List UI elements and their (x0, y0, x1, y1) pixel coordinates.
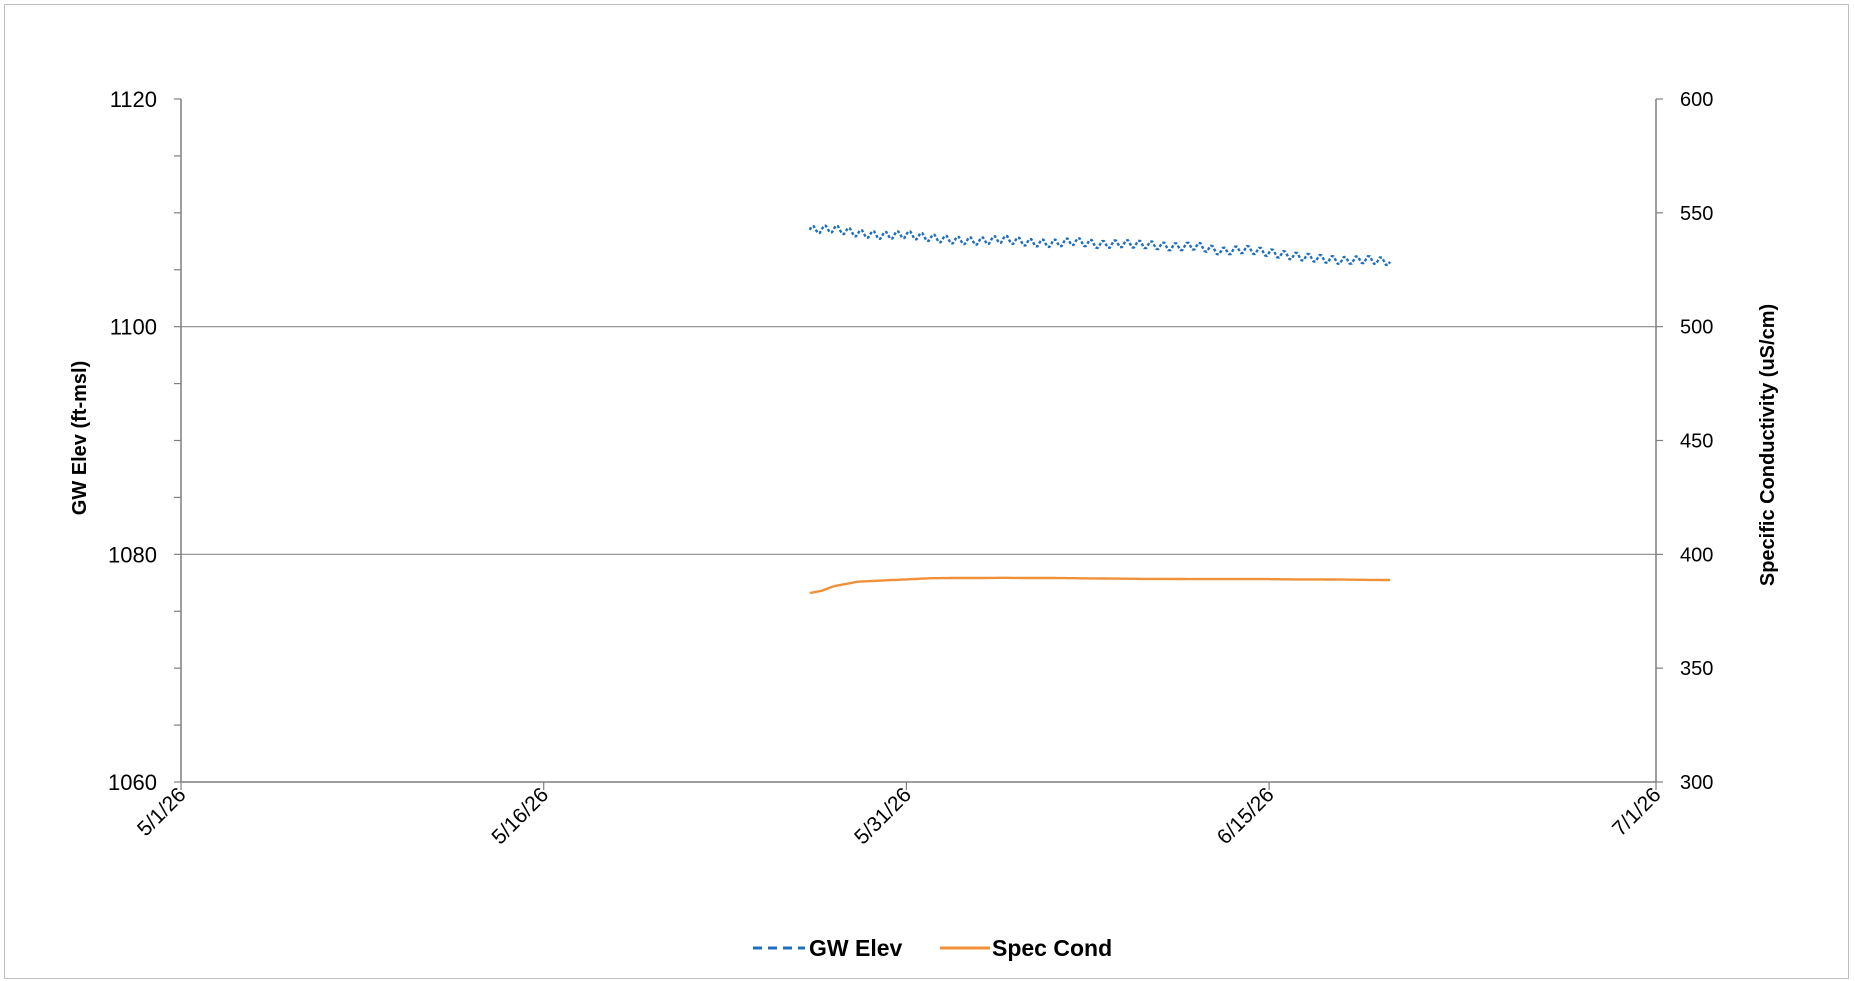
y-left-tick-label: 1060 (108, 770, 157, 795)
axes (174, 98, 1663, 790)
x-tick-label: 6/15/26 (1213, 783, 1279, 849)
legend: GW Elev Spec Cond (753, 935, 1112, 961)
y-left-tick-label: 1100 (110, 315, 157, 340)
series-line-gw-elev (808, 224, 1392, 267)
x-tick-label: 5/16/26 (487, 783, 553, 849)
tick-labels: 1060 1080 1100 1120 300 350 400 450 500 550 600 5/1… (108, 87, 1713, 849)
y-right-tick-label: 350 (1680, 658, 1713, 680)
x-tick-label: 7/1/26 (1608, 783, 1666, 841)
x-tick-label: 5/31/26 (850, 783, 916, 849)
y-left-tick-label: 1120 (110, 87, 157, 112)
gridlines (181, 326, 1656, 555)
y-axis-right-title: Specific Conductivity (uS/cm) (1757, 304, 1779, 586)
y-right-tick-label: 300 (1680, 772, 1713, 794)
legend-gw-elev-label: GW Elev (809, 935, 903, 961)
y-right-tick-label: 500 (1680, 317, 1713, 339)
series-line-spec-cond (809, 576, 1391, 595)
y-right-tick-label: 600 (1680, 89, 1713, 111)
y-right-tick-label: 550 (1680, 203, 1713, 225)
y-right-tick-label: 450 (1680, 431, 1713, 453)
legend-spec-cond-label: Spec Cond (992, 935, 1112, 961)
y-right-tick-label: 400 (1680, 544, 1713, 566)
chart-frame (4, 4, 1849, 979)
y-axis-left-title: GW Elev (ft-msl) (69, 361, 91, 515)
series-lines (808, 224, 1392, 595)
y-left-tick-label: 1080 (108, 542, 157, 567)
